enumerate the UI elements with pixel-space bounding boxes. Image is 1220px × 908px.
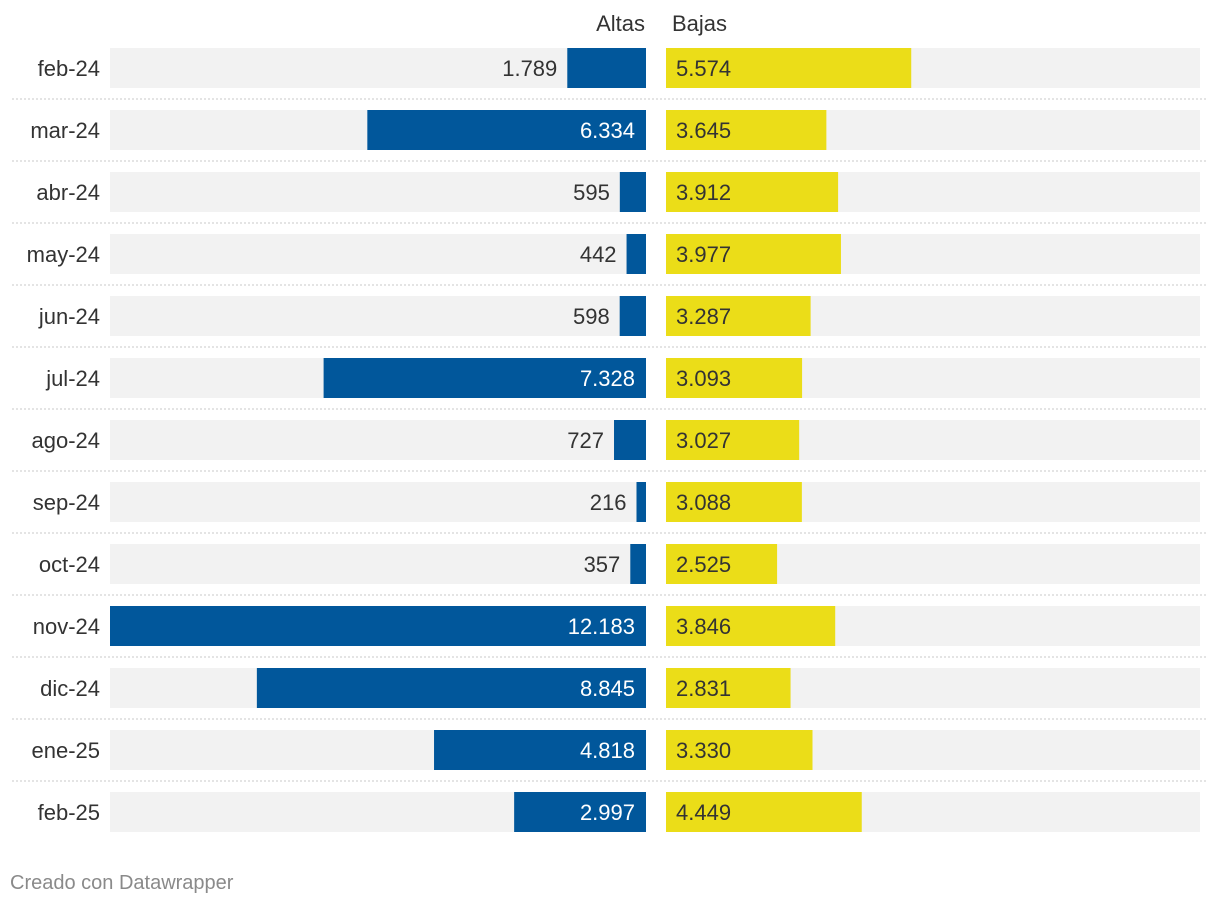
altas-bar <box>626 234 646 274</box>
altas-value-label: 6.334 <box>580 118 635 143</box>
category-label: jul-24 <box>45 366 100 391</box>
altas-bar <box>256 668 646 708</box>
altas-track <box>110 544 646 584</box>
bar-chart: Altas Bajas feb-24 1.789 5.574 mar-24 6.334 3.6… <box>12 11 1208 832</box>
category-label: abr-24 <box>36 180 100 205</box>
bajas-bar <box>666 110 827 150</box>
altas-bar <box>636 482 646 522</box>
footer-credit: Creado con Datawrapper <box>10 872 234 894</box>
category-label: dic-24 <box>40 676 100 701</box>
altas-bar <box>323 358 646 398</box>
altas-bar <box>619 296 646 336</box>
bajas-value-label: 3.645 <box>676 118 731 143</box>
bajas-value-label: 3.093 <box>676 366 731 391</box>
altas-value-label: 12.183 <box>568 614 635 639</box>
bajas-bar <box>666 296 811 336</box>
bajas-bar <box>666 606 836 646</box>
altas-bar <box>110 606 646 646</box>
altas-track <box>110 172 646 212</box>
header-bajas: Bajas <box>672 11 727 36</box>
bajas-value-label: 3.027 <box>676 428 731 453</box>
altas-bar <box>514 792 646 832</box>
bajas-value-label: 5.574 <box>676 56 731 81</box>
bajas-value-label: 3.088 <box>676 490 731 515</box>
bajas-value-label: 2.525 <box>676 552 731 577</box>
bajas-bar <box>666 48 912 88</box>
category-label: ene-25 <box>31 738 100 763</box>
bajas-bar <box>666 358 803 398</box>
bajas-bar <box>666 544 778 584</box>
category-label: nov-24 <box>33 614 100 639</box>
bajas-value-label: 3.330 <box>676 738 731 763</box>
bajas-bar <box>666 792 862 832</box>
altas-track <box>110 296 646 336</box>
altas-value-label: 595 <box>573 180 610 205</box>
altas-value-label: 598 <box>573 304 610 329</box>
altas-value-label: 2.997 <box>580 800 635 825</box>
altas-track <box>110 482 646 522</box>
altas-track <box>110 234 646 274</box>
altas-bar <box>619 172 646 212</box>
bajas-bar <box>666 482 802 522</box>
category-label: feb-25 <box>38 800 100 825</box>
bajas-bar <box>666 420 800 460</box>
altas-bar <box>614 420 646 460</box>
bajas-bar <box>666 234 841 274</box>
altas-value-label: 8.845 <box>580 676 635 701</box>
category-label: sep-24 <box>33 490 100 515</box>
altas-bar <box>434 730 646 770</box>
altas-value-label: 1.789 <box>502 56 557 81</box>
category-label: ago-24 <box>31 428 100 453</box>
category-label: oct-24 <box>39 552 100 577</box>
bajas-bar <box>666 668 791 708</box>
altas-track <box>110 48 646 88</box>
bajas-bar <box>666 172 839 212</box>
altas-value-label: 4.818 <box>580 738 635 763</box>
bajas-value-label: 3.846 <box>676 614 731 639</box>
header-altas: Altas <box>596 11 645 36</box>
altas-value-label: 442 <box>580 242 617 267</box>
category-label: mar-24 <box>30 118 100 143</box>
bajas-value-label: 3.912 <box>676 180 731 205</box>
bajas-bar <box>666 730 813 770</box>
bajas-value-label: 3.287 <box>676 304 731 329</box>
altas-bar <box>367 110 646 150</box>
category-label: may-24 <box>27 242 100 267</box>
altas-bar <box>567 48 646 88</box>
bajas-value-label: 3.977 <box>676 242 731 267</box>
bajas-value-label: 4.449 <box>676 800 731 825</box>
category-label: jun-24 <box>38 304 100 329</box>
altas-value-label: 216 <box>590 490 627 515</box>
altas-track <box>110 420 646 460</box>
altas-value-label: 7.328 <box>580 366 635 391</box>
altas-value-label: 727 <box>567 428 604 453</box>
bajas-value-label: 2.831 <box>676 676 731 701</box>
altas-value-label: 357 <box>584 552 621 577</box>
category-label: feb-24 <box>38 56 100 81</box>
altas-bar <box>630 544 646 584</box>
